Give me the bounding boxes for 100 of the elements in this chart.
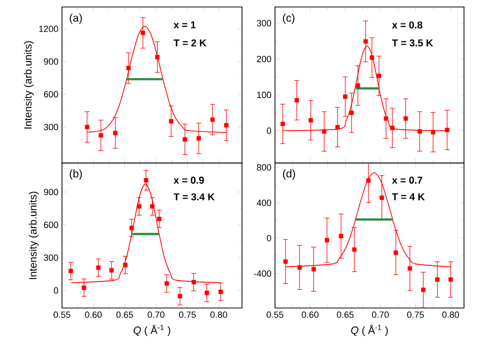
y-tick-label: 100 [257, 92, 272, 98]
annotation: (a) [70, 14, 82, 24]
y-tick-label: 900 [44, 58, 58, 65]
x-tick-label: 0.70 [372, 312, 389, 318]
point [178, 294, 182, 298]
point [444, 128, 450, 132]
point [366, 178, 371, 183]
point [84, 124, 90, 130]
x-tick-label: 0.70 [148, 312, 164, 318]
point [113, 130, 118, 136]
annotation: (d) [282, 169, 296, 180]
y-tick-label: 800 [256, 164, 272, 171]
x-tick-label: 0.55 [266, 312, 284, 318]
point [164, 281, 169, 286]
point [311, 266, 316, 272]
point [322, 129, 326, 134]
point [324, 238, 330, 242]
point [129, 226, 134, 230]
point [294, 98, 299, 102]
point [421, 288, 426, 292]
x-tick-label: 0.60 [84, 312, 102, 318]
point [352, 247, 357, 252]
x-tick-label: 0.65 [116, 312, 134, 318]
point [196, 136, 201, 141]
point [123, 262, 128, 268]
point [204, 290, 210, 296]
annotation: x = 0.9 [174, 176, 204, 184]
y-tick-label: 200 [256, 56, 272, 62]
y-tick-label: 0 [266, 128, 272, 134]
point [136, 204, 142, 209]
point [210, 117, 215, 122]
point [390, 126, 395, 130]
y-tick-label: -400 [254, 270, 272, 277]
y-tick-label: 0 [54, 287, 58, 294]
y-tick-label: 600 [44, 91, 58, 98]
point [435, 277, 440, 282]
point [384, 116, 388, 121]
annotation: x = 1 [174, 21, 196, 28]
point [168, 119, 174, 124]
annotation: T = 2 K [174, 39, 206, 46]
point [182, 137, 188, 142]
point [403, 116, 408, 121]
point [297, 265, 302, 270]
point [144, 178, 148, 182]
y-tick-label: 600 [44, 222, 58, 228]
x-tick-label: 0.80 [210, 312, 228, 318]
y-tick-label: 0 [266, 234, 272, 242]
annotation: T = 3.5 K [392, 39, 434, 46]
annotation: (b) [70, 169, 82, 180]
y-axis-title: Intensity (arb.units) [28, 192, 39, 280]
x-tick-label: 0.55 [54, 312, 70, 318]
y-tick-label: 1200 [39, 26, 58, 32]
x-tick-label: 0.80 [442, 312, 460, 318]
annotation: T = 4 K [392, 193, 425, 200]
point [155, 54, 160, 60]
point [140, 30, 146, 36]
x-tick-label: 0.75 [179, 312, 196, 318]
y-tick-label: 300 [256, 20, 272, 26]
x-axis-title: Q ( Å$^{-1}$ ) [134, 324, 170, 336]
point [157, 216, 162, 222]
x-axis-title: Q ( Å$^{-1}$ ) [351, 324, 388, 336]
point [349, 110, 354, 115]
y-tick-label: 300 [44, 124, 58, 130]
point [283, 259, 288, 264]
point [192, 280, 196, 284]
point [343, 94, 348, 99]
point [408, 266, 412, 271]
point [430, 130, 436, 134]
point [380, 196, 384, 200]
x-tick-label: 0.65 [336, 312, 354, 318]
point [356, 83, 360, 88]
point [280, 122, 285, 126]
point [363, 39, 368, 44]
y-tick-label: 300 [44, 254, 58, 261]
point [224, 123, 229, 128]
point [68, 268, 73, 274]
point [308, 118, 314, 123]
point [109, 268, 114, 273]
y-axis-title: Intensity (arb.units) [24, 41, 34, 129]
point [218, 290, 223, 294]
x-tick-label: 0.75 [407, 312, 424, 318]
point [98, 133, 104, 138]
annotation: x = 0.8 [392, 21, 422, 28]
point [126, 66, 131, 70]
point [338, 234, 344, 238]
x-tick-label: 0.60 [302, 312, 319, 318]
annotation: (c) [282, 14, 294, 24]
point [96, 265, 101, 270]
annotation: x = 0.7 [392, 176, 422, 184]
annotation: T = 3.4 K [174, 193, 215, 200]
point [370, 55, 374, 60]
point [418, 129, 422, 134]
point [448, 277, 453, 282]
y-tick-label: 400 [256, 200, 272, 206]
point [376, 74, 382, 78]
point [82, 286, 86, 290]
y-tick-label: 900 [44, 188, 58, 196]
point [150, 204, 155, 209]
point [394, 250, 398, 255]
point [335, 124, 340, 130]
